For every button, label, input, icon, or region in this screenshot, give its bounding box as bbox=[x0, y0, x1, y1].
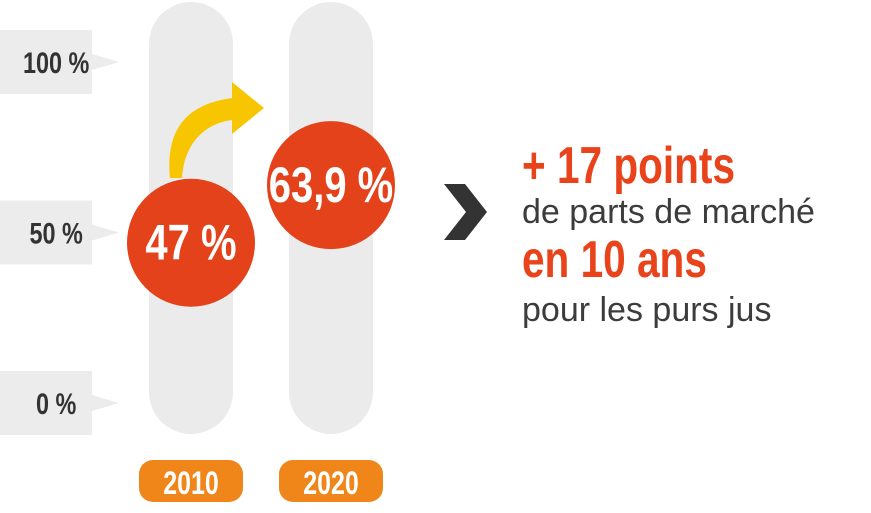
value-circle bbox=[267, 121, 395, 250]
y-axis-ticks: 100 % 50 % 0 % bbox=[0, 30, 119, 435]
value-markers: 47 % 63,9 % bbox=[127, 121, 395, 307]
callout: + 17 points bbox=[522, 138, 795, 194]
year-label: 2010 bbox=[163, 466, 219, 502]
y-tick-label: 100 % bbox=[23, 46, 89, 79]
callout-headline: + 17 points bbox=[522, 137, 736, 195]
y-tick-label: 50 % bbox=[29, 217, 82, 250]
callout-head2-wrap: en 10 ans bbox=[522, 232, 759, 288]
callout-subline-1: de parts de marché bbox=[522, 193, 815, 231]
value-circle bbox=[127, 178, 255, 307]
curved-up-arrow-icon bbox=[169, 82, 264, 178]
year-label: 2020 bbox=[303, 466, 359, 502]
year-pill bbox=[139, 460, 243, 502]
callout-subline-2: pour les purs jus bbox=[522, 291, 772, 329]
callout-sub1-wrap: de parts de marché bbox=[522, 192, 815, 232]
year-pill bbox=[279, 460, 383, 502]
x-axis-labels: 2010 2020 bbox=[139, 460, 383, 502]
y-tick-bg bbox=[0, 30, 119, 94]
y-tick-bg bbox=[0, 200, 119, 265]
callout-headline-2: en 10 ans bbox=[522, 231, 707, 289]
callout-sub2-wrap: pour les purs jus bbox=[522, 290, 771, 330]
y-tick-label: 0 % bbox=[36, 387, 76, 420]
chevron-right-icon bbox=[444, 184, 487, 240]
value-label: 63,9 % bbox=[269, 157, 394, 213]
y-tick-bg bbox=[0, 371, 119, 435]
value-label: 47 % bbox=[145, 214, 236, 270]
